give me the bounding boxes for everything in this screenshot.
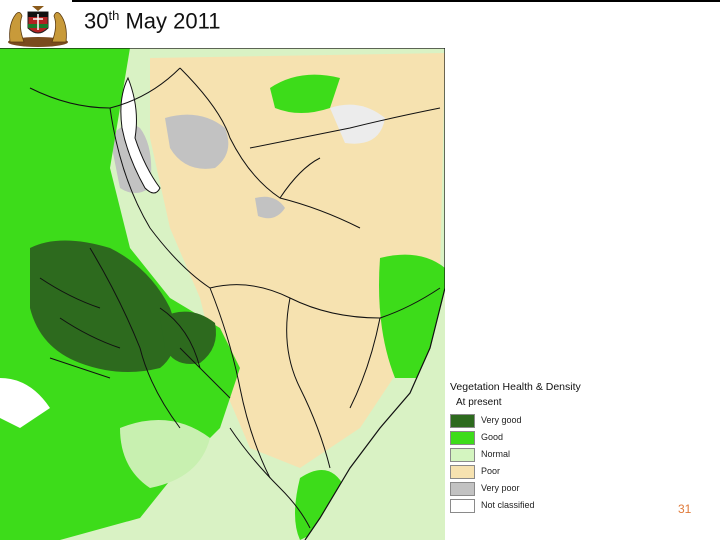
title-day-suffix: th — [108, 8, 120, 23]
vegetation-map — [0, 48, 445, 540]
coat-of-arms-icon — [8, 6, 68, 47]
region-very-poor-3 — [255, 196, 285, 219]
legend-swatch — [450, 414, 475, 428]
legend-label: Poor — [481, 466, 501, 476]
lake-turkana — [120, 76, 161, 194]
district-boundaries — [29, 67, 441, 529]
legend-label: Normal — [481, 449, 511, 459]
legend-swatch — [450, 448, 475, 462]
legend-swatch — [450, 431, 475, 445]
slide-title: 30th May 2011 — [84, 8, 220, 34]
lake-victoria — [0, 378, 50, 428]
map-legend: Vegetation Health & Density At present V… — [446, 376, 614, 518]
region-very-poor-2 — [165, 114, 229, 169]
region-very-good-highlands — [30, 240, 176, 372]
title-rule — [72, 0, 720, 2]
legend-item-normal: Normal — [450, 448, 610, 462]
legend-label: Very good — [481, 415, 522, 425]
legend-title: Vegetation Health & Density — [450, 381, 581, 393]
region-not-classified-ne — [330, 104, 385, 144]
legend-item-good: Good — [450, 431, 610, 445]
legend-label: Very poor — [481, 483, 520, 493]
legend-swatch — [450, 482, 475, 496]
legend-subtitle: At present — [456, 397, 502, 408]
title-month-year: May 2011 — [119, 8, 221, 34]
legend-item-very-good: Very good — [450, 414, 610, 428]
legend-item-very-poor: Very poor — [450, 482, 610, 496]
legend-swatch — [450, 465, 475, 479]
page-number: 31 — [678, 502, 692, 516]
title-day: 30 — [84, 8, 109, 34]
legend-label: Good — [481, 432, 504, 442]
region-good-north — [270, 74, 340, 113]
legend-label: Not classified — [481, 500, 535, 510]
region-normal-south — [120, 420, 210, 488]
region-good-east — [379, 254, 445, 378]
legend-item-poor: Poor — [450, 465, 610, 479]
legend-swatch — [450, 499, 475, 513]
national-boundary — [0, 48, 445, 540]
legend-item-not-classified: Not classified — [450, 499, 610, 513]
